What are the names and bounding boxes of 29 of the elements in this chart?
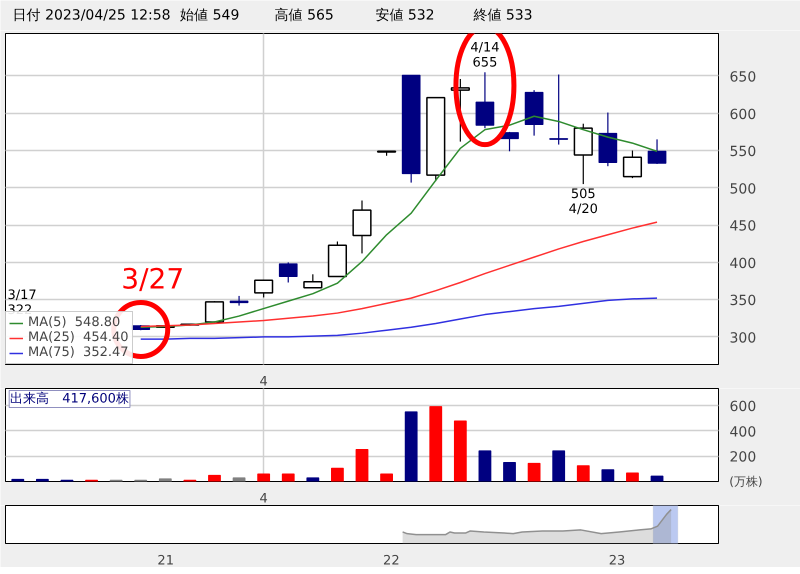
y-tick-label: 300 [730,330,756,346]
x-tick-label: 4 [260,374,268,390]
chart-title: 出来高 417,600株 [10,390,129,406]
x-tick-label: 22 [383,554,400,568]
text: 日付 2023/04/25 12:58 [12,8,171,24]
y-tick-label: 350 [730,293,756,310]
text: 高値 565 [274,8,334,24]
y-axis-title: (万株) [729,474,763,488]
y-tick-label: 600 [730,399,756,416]
y-tick-label: 450 [730,218,756,235]
x-tick-label: 4 [260,492,268,506]
y-tick-label: 400 [730,256,756,272]
legend-label: MA(5) 548.80 [28,315,120,330]
y-tick-label: 550 [730,144,756,160]
text: 安値 532 [375,8,435,24]
legend-label: MA(25) 454.40 [28,330,129,345]
text: 終値 533 [472,8,533,24]
text: 始値 549 [180,8,240,24]
x-tick-label: 21 [157,554,174,568]
y-tick-label: 600 [730,106,756,123]
annotation: 3/27 [121,262,184,296]
y-tick-label: 500 [730,181,756,198]
y-tick-label: 400 [730,424,756,440]
annotation: 4/14 655 [470,40,500,70]
legend-label: MA(75) 352.47 [28,345,129,360]
x-tick-label: 23 [608,554,626,568]
y-tick-label: 200 [730,450,756,466]
annotation: 505 4/20 [568,187,598,218]
y-tick-label: 650 [730,69,756,86]
